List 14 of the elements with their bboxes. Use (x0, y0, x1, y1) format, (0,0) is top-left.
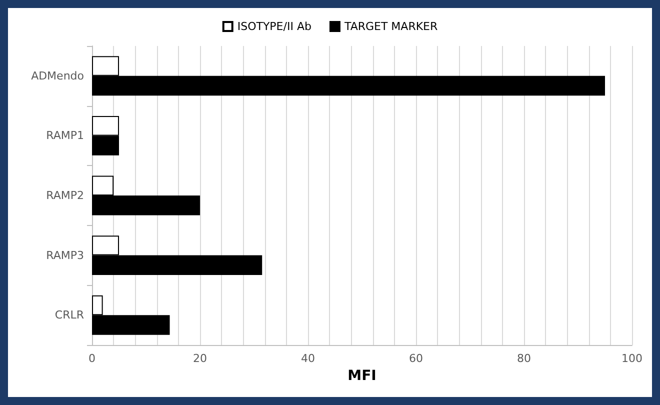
legend-label: ISOTYPE/II Ab (237, 20, 312, 33)
x-tick-label: 80 (517, 352, 531, 365)
y-tick-label: CRLR (54, 308, 84, 322)
y-tick-label: RAMP2 (46, 189, 84, 202)
x-axis-title: MFI (348, 368, 376, 384)
x-tick-label: 100 (622, 352, 642, 365)
x-tick-label: 20 (193, 352, 207, 365)
legend-label: TARGET MARKER (343, 20, 438, 33)
y-tick-label: RAMP3 (46, 248, 84, 262)
y-tick-label: ADMendo (31, 69, 84, 82)
y-tick-label: RAMP1 (46, 129, 84, 142)
x-tick-label: 40 (301, 352, 315, 365)
x-tick-label: 0 (88, 352, 96, 365)
x-tick-label: 60 (409, 352, 423, 365)
